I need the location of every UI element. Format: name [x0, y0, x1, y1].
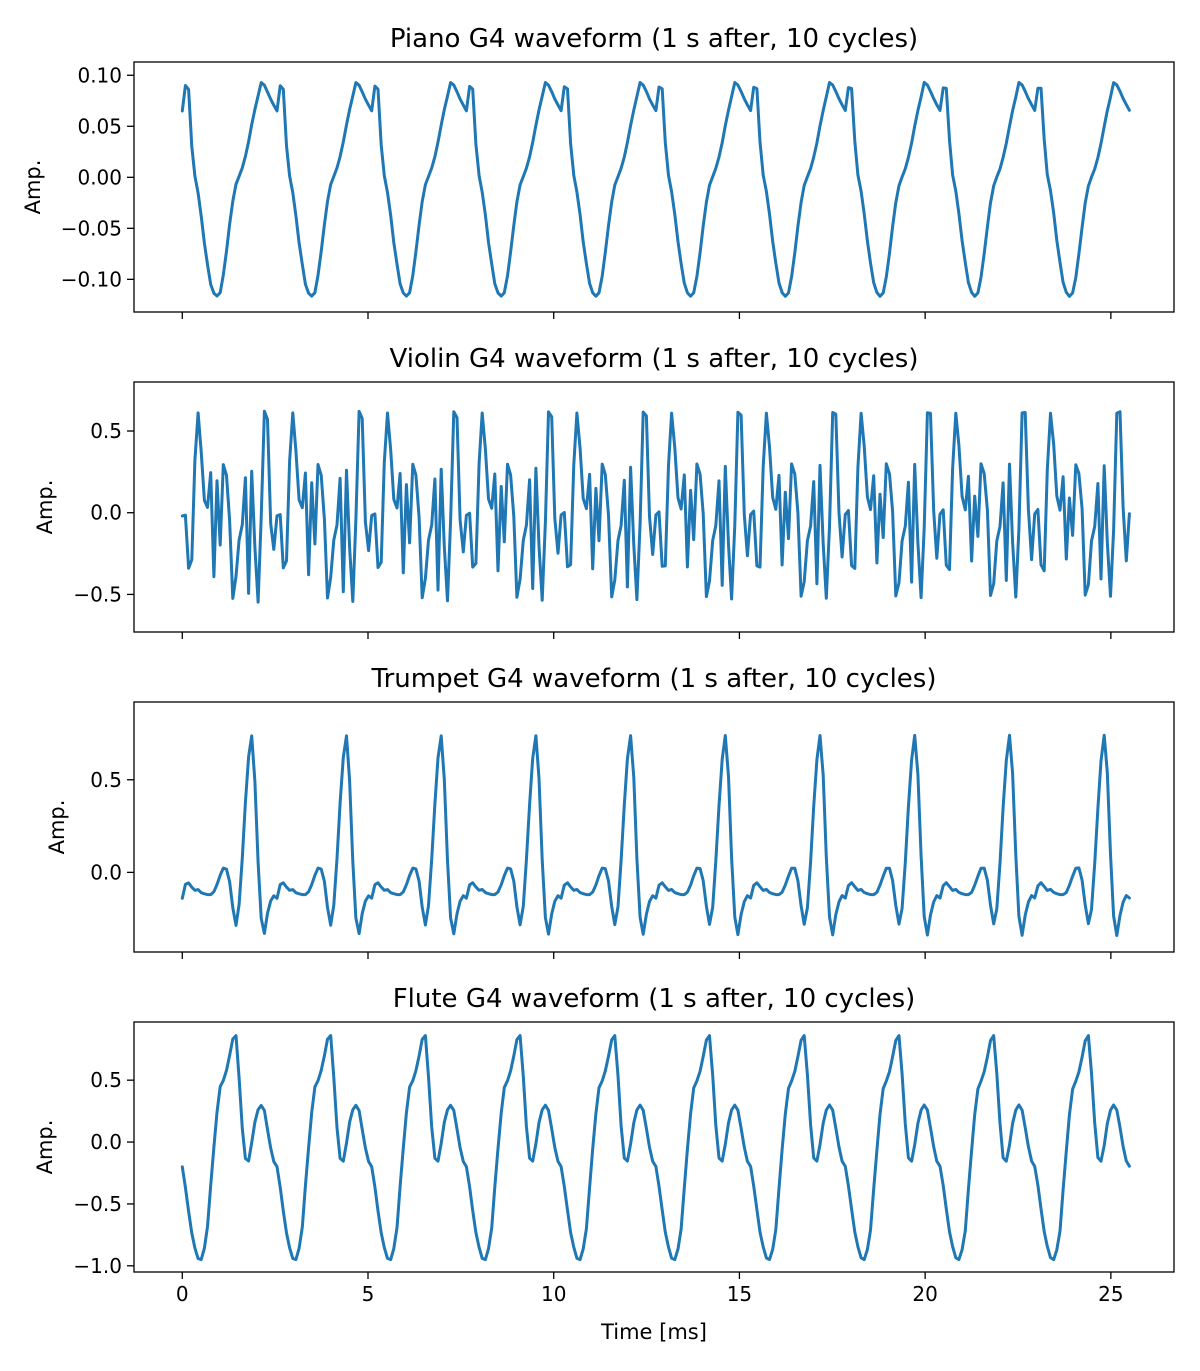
x-tick-label: 15 [727, 1282, 752, 1306]
chart-title: Violin G4 waveform (1 s after, 10 cycles… [390, 344, 919, 374]
waveform-series [180, 80, 1131, 298]
x-tick-label: 5 [362, 1282, 375, 1306]
subplot-4: Flute G4 waveform (1 s after, 10 cycles)… [33, 984, 1175, 1344]
y-tick-label: 0.0 [90, 1130, 122, 1154]
y-tick-label: 0.5 [90, 1068, 122, 1092]
y-tick-label: −0.5 [73, 1192, 122, 1216]
x-tick-label: 25 [1098, 1282, 1123, 1306]
axes-frame [133, 701, 1175, 953]
x-axis-label: Time [ms] [600, 1320, 707, 1344]
chart-title: Trumpet G4 waveform (1 s after, 10 cycle… [371, 664, 937, 694]
waveform-series [180, 733, 1131, 937]
subplot-1: Piano G4 waveform (1 s after, 10 cycles)… [21, 24, 1175, 319]
waveform-series [180, 409, 1131, 604]
waveform-series [180, 1034, 1131, 1262]
axes-frame [133, 61, 1175, 313]
y-axis-label: Amp. [45, 800, 69, 855]
y-tick-label: 0.0 [90, 860, 122, 884]
x-tick-label: 10 [541, 1282, 566, 1306]
y-tick-label: 0.10 [77, 63, 122, 87]
y-tick-label: 0.05 [77, 114, 122, 138]
subplot-2: Violin G4 waveform (1 s after, 10 cycles… [33, 344, 1175, 639]
y-tick-label: −0.05 [61, 216, 122, 240]
x-tick-label: 0 [176, 1282, 189, 1306]
subplot-3: Trumpet G4 waveform (1 s after, 10 cycle… [45, 664, 1175, 959]
axes-frame [133, 381, 1175, 633]
chart-title: Piano G4 waveform (1 s after, 10 cycles) [390, 24, 918, 54]
chart-title: Flute G4 waveform (1 s after, 10 cycles) [393, 984, 916, 1014]
y-tick-label: −0.10 [61, 267, 122, 291]
x-tick-label: 20 [912, 1282, 937, 1306]
y-tick-label: −0.5 [73, 582, 122, 606]
y-axis-label: Amp. [33, 1120, 57, 1175]
y-tick-label: 0.00 [77, 165, 122, 189]
y-tick-label: −1.0 [73, 1254, 122, 1278]
axes-frame [133, 1021, 1175, 1273]
y-tick-label: 0.5 [90, 419, 122, 443]
y-axis-label: Amp. [21, 160, 45, 215]
y-axis-label: Amp. [33, 480, 57, 535]
y-tick-label: 0.0 [90, 501, 122, 525]
y-tick-label: 0.5 [90, 768, 122, 792]
